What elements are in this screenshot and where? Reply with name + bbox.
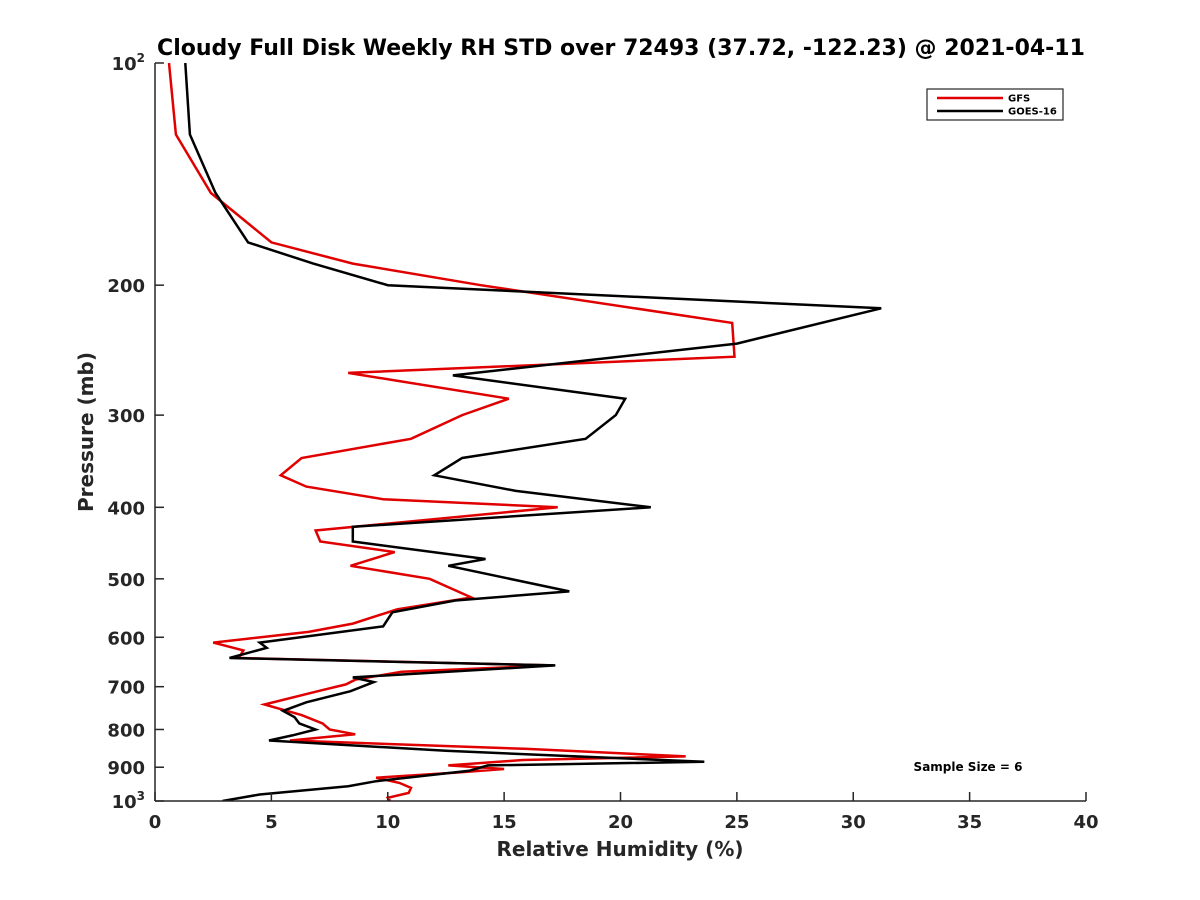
chart-title: Cloudy Full Disk Weekly RH STD over 7249… xyxy=(157,36,1085,61)
y-tick-label: 300 xyxy=(107,406,145,427)
y-tick-label: 900 xyxy=(107,758,145,779)
y-tick-label: 800 xyxy=(107,720,145,741)
x-ticks: 0 5 10 15 20 25 30 35 40 xyxy=(149,792,1099,833)
sample-size-annotation: Sample Size = 6 xyxy=(914,760,1023,774)
x-tick-label: 20 xyxy=(608,812,633,833)
x-tick-label: 5 xyxy=(265,812,278,833)
x-tick-label: 30 xyxy=(841,812,866,833)
series-layer xyxy=(167,63,882,801)
y-tick-label: 500 xyxy=(107,570,145,591)
legend: GFS GOES-16 xyxy=(926,88,1064,121)
y-ticks: 102 200 300 400 500 600 700 800 900 103 xyxy=(107,51,164,813)
y-tick-label: 600 xyxy=(107,628,145,649)
y-tick-label: 200 xyxy=(107,276,145,297)
y-tick-label: 103 xyxy=(112,789,145,813)
x-tick-label: 25 xyxy=(724,812,749,833)
series-line-goes16 xyxy=(184,63,882,801)
legend-box xyxy=(926,88,1064,121)
y-tick-label: 102 xyxy=(112,51,145,75)
y-tick-label: 700 xyxy=(107,678,145,699)
y-tick-label: 400 xyxy=(107,498,145,519)
x-tick-label: 40 xyxy=(1073,812,1098,833)
x-tick-label: 35 xyxy=(957,812,982,833)
series-line-gfs xyxy=(167,63,736,801)
y-axis-label: Pressure (mb) xyxy=(74,352,98,512)
x-tick-label: 10 xyxy=(375,812,400,833)
x-tick-label: 0 xyxy=(149,812,162,833)
x-tick-label: 15 xyxy=(492,812,517,833)
x-axis-label: Relative Humidity (%) xyxy=(496,837,743,861)
legend-label-goes16: GOES-16 xyxy=(1008,107,1057,118)
legend-label-gfs: GFS xyxy=(1008,94,1030,105)
